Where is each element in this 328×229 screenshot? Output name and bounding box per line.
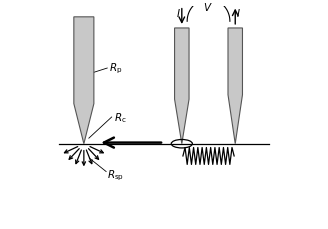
Polygon shape (174, 29, 189, 144)
Text: $R_\mathrm{p}$: $R_\mathrm{p}$ (110, 62, 123, 76)
Text: $R_\mathrm{sp}$: $R_\mathrm{sp}$ (107, 168, 124, 182)
Text: $V$: $V$ (203, 1, 212, 13)
Polygon shape (228, 29, 242, 144)
Text: $I$: $I$ (176, 7, 181, 19)
Text: $R_\mathrm{c}$: $R_\mathrm{c}$ (114, 111, 127, 124)
Polygon shape (74, 18, 94, 144)
Text: $I$: $I$ (236, 7, 241, 19)
